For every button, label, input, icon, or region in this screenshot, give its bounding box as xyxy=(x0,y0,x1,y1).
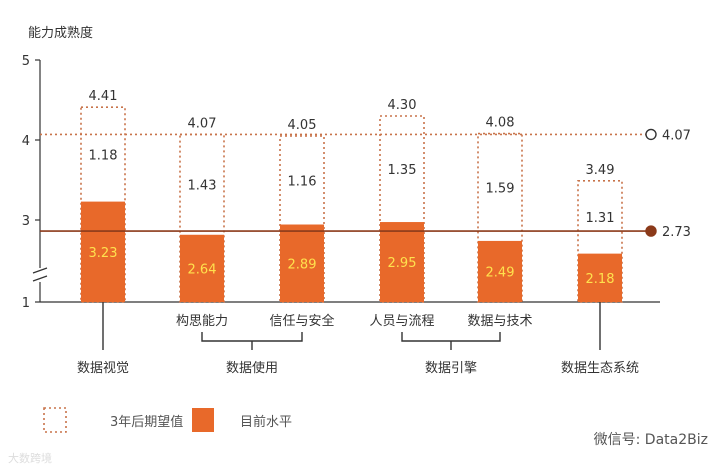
current-value-label: 2.49 xyxy=(486,265,515,280)
expected-value-label: 4.30 xyxy=(388,98,417,113)
current-bar xyxy=(380,222,424,302)
legend-label-current: 目前水平 xyxy=(240,414,292,430)
y-axis-title: 能力成熟度 xyxy=(28,25,93,41)
y-tick-label: 4 xyxy=(22,134,30,149)
expected-value-label: 4.08 xyxy=(486,116,515,131)
x-category-label: 人员与流程 xyxy=(369,314,434,329)
group-bracket xyxy=(201,332,303,342)
x-category-label: 信任与安全 xyxy=(269,313,334,329)
expected-average-marker xyxy=(645,128,657,141)
legend-swatch-expected xyxy=(43,407,67,433)
current-average-marker xyxy=(645,225,657,237)
axis-break-mark xyxy=(32,275,48,282)
current-bar xyxy=(81,201,125,302)
gap-value-label: 1.16 xyxy=(288,174,317,189)
y-tick-label: 5 xyxy=(22,54,30,69)
y-tick-label: 3 xyxy=(22,214,30,229)
gap-value-label: 1.43 xyxy=(188,179,217,194)
watermark-wechat: 微信号: Data2Biz xyxy=(594,432,708,448)
current-value-label: 2.64 xyxy=(188,262,217,277)
y-tick-label: 1 xyxy=(22,296,30,311)
x-category-label: 数据与技术 xyxy=(467,314,532,329)
reference-line-label: 2.73 xyxy=(662,225,691,240)
reference-line-label: 4.07 xyxy=(662,128,691,143)
expected-value-label: 4.07 xyxy=(188,116,217,131)
current-value-label: 2.95 xyxy=(388,256,417,271)
x-category-label: 构思能力 xyxy=(176,314,228,329)
group-label: 数据使用 xyxy=(226,360,278,376)
legend-label-expected: 3年后期望值 xyxy=(110,414,183,430)
group-label: 数据生态系统 xyxy=(561,361,639,376)
expected-bar-outline xyxy=(577,180,623,303)
gap-value-label: 1.35 xyxy=(388,163,417,178)
watermark-source: 大数跨境 xyxy=(8,451,52,465)
gap-value-label: 1.31 xyxy=(586,211,615,226)
current-bar xyxy=(180,234,224,302)
current-value-label: 2.89 xyxy=(288,257,317,272)
current-value-label: 2.18 xyxy=(586,272,615,287)
group-label: 数据引擎 xyxy=(425,361,477,376)
expected-value-label: 3.49 xyxy=(586,163,615,178)
current-bar xyxy=(578,253,622,302)
current-value-label: 3.23 xyxy=(89,246,118,261)
group-label: 数据视觉 xyxy=(77,361,129,376)
axis-break-mark xyxy=(32,267,48,274)
current-bar xyxy=(478,240,522,302)
group-bracket xyxy=(401,332,501,342)
gap-value-label: 1.18 xyxy=(89,148,118,163)
expected-value-label: 4.05 xyxy=(288,118,317,133)
legend-swatch-current xyxy=(192,408,214,432)
gap-value-label: 1.59 xyxy=(486,181,515,196)
current-bar xyxy=(280,224,324,302)
expected-value-label: 4.41 xyxy=(89,89,118,104)
